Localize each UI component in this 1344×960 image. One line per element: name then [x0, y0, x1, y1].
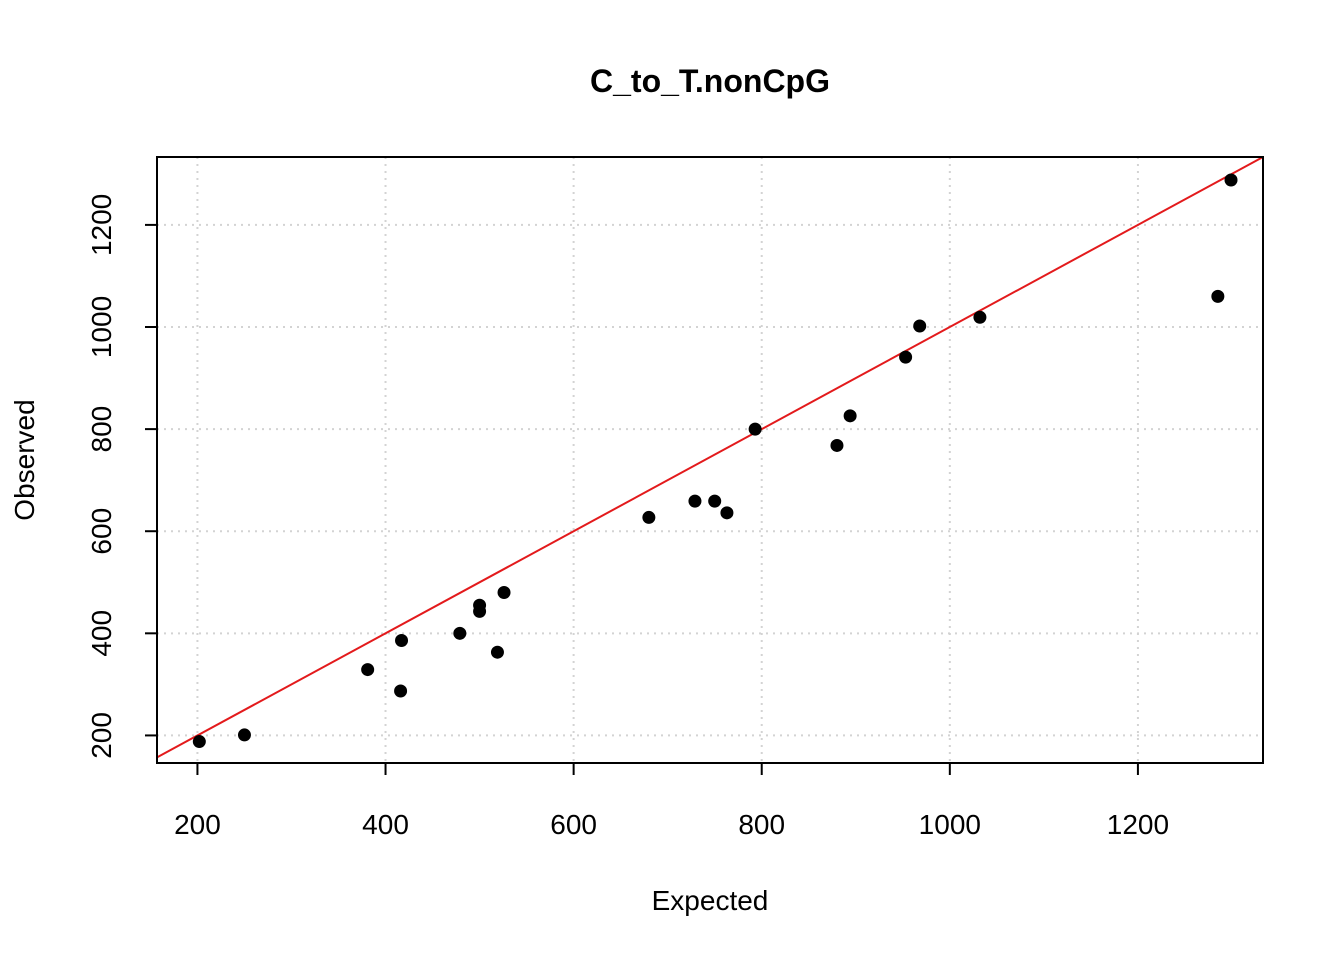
- data-point: [192, 735, 206, 749]
- data-point: [361, 663, 375, 677]
- x-tick-label: 1200: [1107, 809, 1169, 840]
- data-point: [237, 728, 251, 742]
- x-tick-label: 600: [550, 809, 597, 840]
- data-point: [913, 319, 927, 333]
- data-point: [395, 633, 409, 647]
- data-point: [973, 310, 987, 324]
- y-tick-label: 1200: [86, 194, 117, 256]
- data-point: [1211, 289, 1225, 303]
- data-point: [490, 645, 504, 659]
- y-axis-label: Observed: [9, 399, 40, 520]
- x-axis-label: Expected: [652, 885, 769, 916]
- reference-line: [157, 157, 1263, 759]
- x-tick-label: 800: [738, 809, 785, 840]
- y-tick-label: 400: [86, 610, 117, 657]
- data-point: [708, 494, 722, 508]
- data-point: [453, 626, 467, 640]
- data-point: [642, 510, 656, 524]
- y-tick-label: 600: [86, 508, 117, 555]
- data-point: [688, 494, 702, 508]
- grid-lines: [157, 157, 1263, 763]
- chart-title: C_to_T.nonCpG: [590, 63, 830, 99]
- data-point: [899, 350, 913, 364]
- data-point: [1224, 173, 1238, 187]
- y-tick-label: 200: [86, 712, 117, 759]
- x-axis: 200 400 600 800 1000 1200: [174, 762, 1169, 840]
- data-points: [192, 173, 1238, 749]
- x-tick-label: 400: [362, 809, 409, 840]
- data-point: [830, 438, 844, 452]
- y-tick-label: 800: [86, 406, 117, 453]
- data-point: [748, 422, 762, 436]
- data-point: [843, 409, 857, 423]
- data-point: [720, 506, 734, 520]
- data-point: [394, 684, 408, 698]
- x-tick-label: 1000: [919, 809, 981, 840]
- x-tick-label: 200: [174, 809, 221, 840]
- y-tick-label: 1000: [86, 296, 117, 358]
- y-axis: 200 400 600 800 1000 1200: [86, 194, 158, 759]
- data-point: [473, 598, 487, 612]
- reference-line-segment: [157, 157, 1263, 759]
- data-point: [497, 585, 511, 599]
